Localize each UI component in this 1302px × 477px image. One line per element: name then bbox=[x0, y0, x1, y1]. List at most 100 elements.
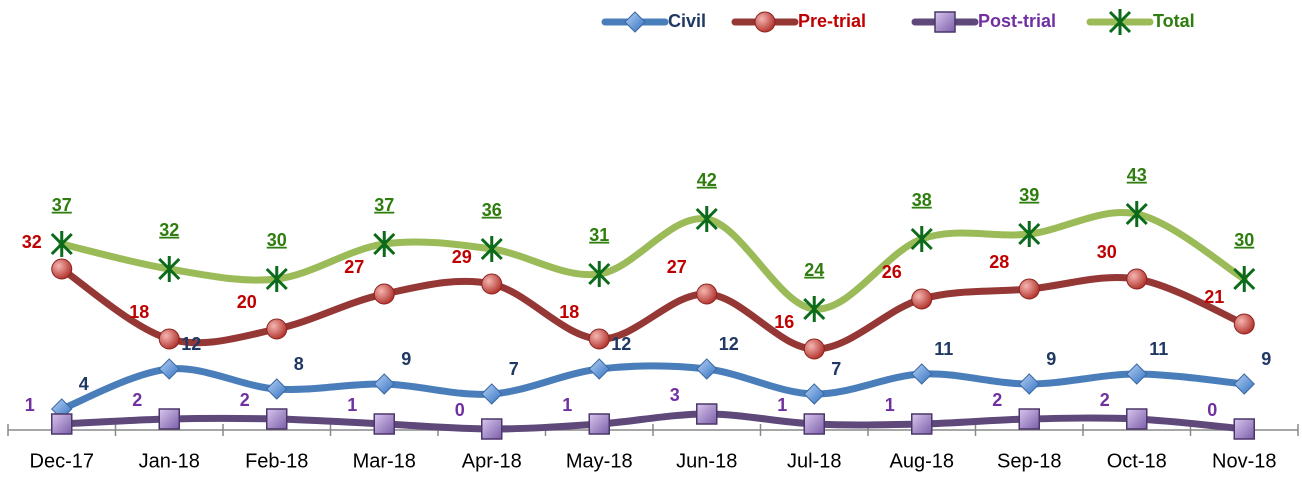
data-label: 43 bbox=[1127, 165, 1147, 185]
data-label: 30 bbox=[267, 230, 287, 250]
x-tick-label: May-18 bbox=[566, 450, 633, 472]
x-tick-label: Jul-18 bbox=[787, 450, 841, 472]
data-label: 18 bbox=[129, 302, 149, 322]
data-point bbox=[696, 358, 718, 380]
data-point bbox=[158, 328, 180, 350]
data-point bbox=[1233, 373, 1255, 395]
data-point bbox=[588, 358, 610, 380]
data-point bbox=[1126, 363, 1148, 385]
data-point bbox=[1233, 266, 1256, 292]
x-tick-label: Aug-18 bbox=[890, 450, 955, 472]
data-label: 3 bbox=[670, 385, 680, 405]
data-point bbox=[695, 206, 718, 232]
data-label: 7 bbox=[509, 359, 519, 379]
data-point bbox=[696, 283, 718, 305]
data-label: 0 bbox=[1207, 400, 1217, 420]
data-point bbox=[265, 266, 288, 292]
data-point bbox=[803, 413, 825, 435]
data-point bbox=[1126, 268, 1148, 290]
x-tick-label: Apr-18 bbox=[462, 450, 522, 472]
data-label: 1 bbox=[777, 395, 787, 415]
data-label: 2 bbox=[992, 390, 1002, 410]
data-point bbox=[696, 403, 718, 425]
data-point bbox=[158, 358, 180, 380]
data-label: 2 bbox=[1100, 390, 1110, 410]
data-point bbox=[51, 258, 73, 280]
data-point bbox=[1018, 278, 1040, 300]
data-label: 32 bbox=[22, 232, 42, 252]
data-label: 4 bbox=[79, 374, 89, 394]
data-point bbox=[373, 413, 395, 435]
data-label: 39 bbox=[1019, 185, 1039, 205]
data-point bbox=[373, 283, 395, 305]
data-label: 1 bbox=[25, 395, 35, 415]
data-point bbox=[373, 231, 396, 257]
data-point bbox=[373, 373, 395, 395]
x-tick-label: Jun-18 bbox=[676, 450, 737, 472]
x-tick-label: Feb-18 bbox=[245, 450, 308, 472]
legend-label: Post-trial bbox=[978, 11, 1056, 31]
legend-marker bbox=[1108, 9, 1132, 35]
data-label: 8 bbox=[294, 354, 304, 374]
data-label: 28 bbox=[989, 252, 1009, 272]
data-label: 1 bbox=[562, 395, 572, 415]
x-tick-label: Sep-18 bbox=[997, 450, 1062, 472]
data-label: 11 bbox=[934, 339, 953, 359]
data-point bbox=[1018, 221, 1041, 247]
legend-marker bbox=[754, 11, 776, 33]
series-line bbox=[58, 362, 1248, 413]
data-point bbox=[911, 413, 933, 435]
data-point bbox=[910, 226, 933, 252]
data-point bbox=[911, 363, 933, 385]
data-label: 1 bbox=[347, 395, 357, 415]
data-label: 30 bbox=[1097, 242, 1117, 262]
data-point bbox=[266, 378, 288, 400]
data-label: 9 bbox=[1261, 349, 1271, 369]
data-point bbox=[266, 318, 288, 340]
data-label: 0 bbox=[455, 400, 465, 420]
data-point bbox=[803, 383, 825, 405]
data-point bbox=[803, 296, 826, 322]
data-point bbox=[50, 231, 73, 257]
data-label: 12 bbox=[719, 334, 739, 354]
data-label: 32 bbox=[159, 220, 179, 240]
data-point bbox=[1125, 201, 1148, 227]
data-point bbox=[158, 408, 180, 430]
data-label: 31 bbox=[589, 225, 609, 245]
data-label: 11 bbox=[1149, 339, 1168, 359]
x-tick-label: Jan-18 bbox=[139, 450, 200, 472]
legend-label: Civil bbox=[668, 11, 706, 31]
x-tick-label: Oct-18 bbox=[1107, 450, 1167, 472]
data-label: 37 bbox=[374, 195, 394, 215]
data-label: 38 bbox=[912, 190, 932, 210]
legend-marker bbox=[934, 11, 956, 33]
x-tick-label: Mar-18 bbox=[353, 450, 416, 472]
data-label: 1 bbox=[885, 395, 895, 415]
x-tick-label: Dec-17 bbox=[30, 450, 94, 472]
data-point bbox=[158, 256, 181, 282]
data-point bbox=[588, 261, 611, 287]
data-point bbox=[51, 413, 73, 435]
data-label: 29 bbox=[452, 247, 472, 267]
data-label: 37 bbox=[52, 195, 72, 215]
data-label: 12 bbox=[181, 334, 201, 354]
x-tick-label: Nov-18 bbox=[1212, 450, 1276, 472]
data-point bbox=[803, 338, 825, 360]
data-point bbox=[1233, 313, 1255, 335]
data-label: 26 bbox=[882, 262, 902, 282]
data-point bbox=[1018, 373, 1040, 395]
data-label: 42 bbox=[697, 170, 717, 190]
data-label: 12 bbox=[611, 334, 631, 354]
data-label: 30 bbox=[1234, 230, 1254, 250]
data-point bbox=[481, 273, 503, 295]
data-label: 2 bbox=[240, 390, 250, 410]
data-label: 16 bbox=[774, 312, 794, 332]
data-point bbox=[266, 408, 288, 430]
data-point bbox=[480, 236, 503, 262]
legend-label: Total bbox=[1153, 11, 1195, 31]
data-label: 21 bbox=[1204, 287, 1224, 307]
data-point bbox=[481, 418, 503, 440]
data-point bbox=[911, 288, 933, 310]
